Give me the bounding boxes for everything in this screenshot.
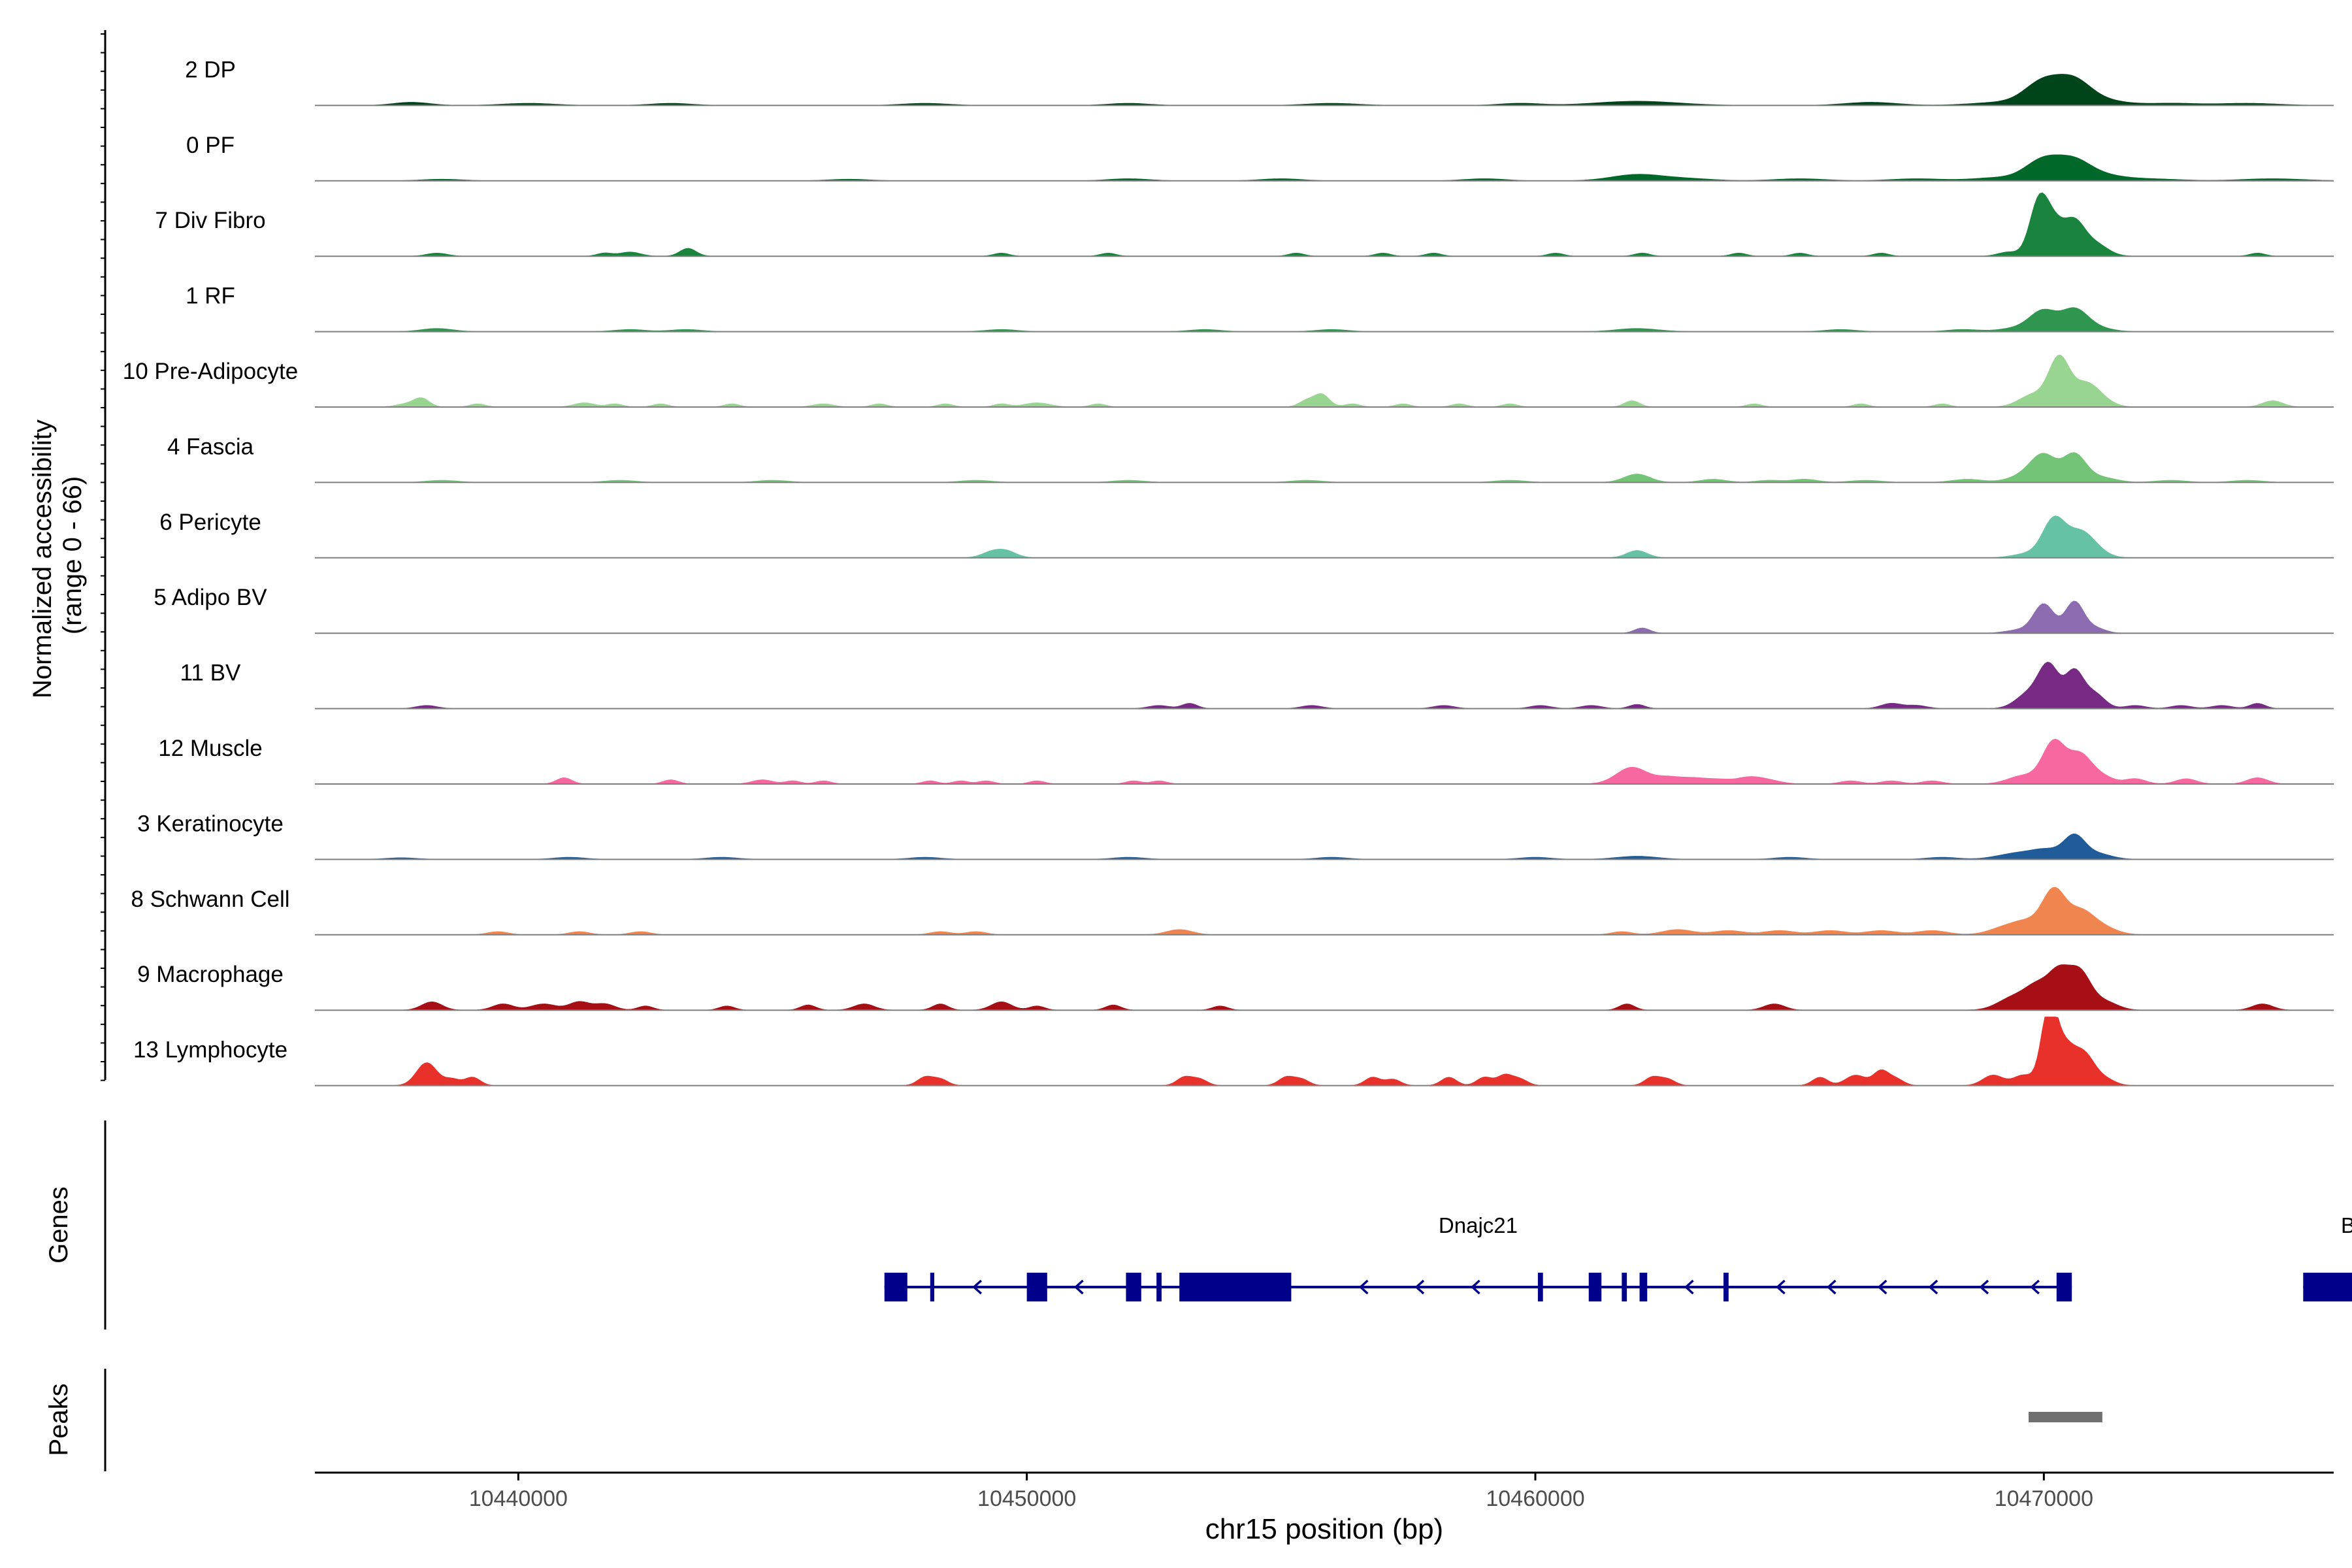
peaks-track: Peaks — [44, 1369, 2102, 1471]
strand-arrow — [1877, 1279, 1887, 1295]
track-10-pre-adipocyte: 10 Pre-Adipocyte — [123, 354, 2334, 408]
coverage-area — [315, 1017, 2334, 1086]
gene-exon — [884, 1273, 907, 1301]
gene-exon — [1622, 1273, 1627, 1301]
genes-y-label: Genes — [44, 1186, 73, 1264]
coverage-y-label: Normalized accessibility (range 0 - 66) — [28, 412, 87, 698]
track-2-dp: 2 DP — [185, 57, 2334, 106]
coverage-area — [315, 661, 2334, 710]
coverage-area — [315, 600, 2334, 634]
strand-arrow — [1358, 1279, 1369, 1295]
track-label: 3 Keratinocyte — [137, 811, 284, 836]
coverage-y-ticks — [101, 33, 105, 1081]
x-tick-label: 10450000 — [977, 1486, 1076, 1511]
strand-arrow — [1073, 1279, 1084, 1295]
strand-arrow — [972, 1279, 983, 1295]
track-label: 8 Schwann Cell — [131, 887, 289, 912]
track-0-pf: 0 PF — [186, 133, 2334, 182]
track-11-bv: 11 BV — [180, 661, 2334, 710]
coverage-y-label-line-1: Normalized accessibility — [28, 419, 57, 698]
track-label: 11 BV — [180, 661, 241, 686]
peaks-y-label: Peaks — [44, 1383, 73, 1456]
coverage-area — [315, 833, 2334, 860]
gene-brix1: Brix1 — [2303, 1213, 2352, 1301]
strand-arrow — [1684, 1279, 1694, 1295]
peak-regions — [2028, 1412, 2102, 1422]
strand-arrow — [1928, 1279, 1938, 1295]
track-label: 10 Pre-Adipocyte — [123, 359, 298, 384]
track-5-adipo-bv: 5 Adipo BV — [154, 585, 2334, 634]
track-label: 13 Lymphocyte — [133, 1037, 287, 1063]
gene-models: Dnajc21 Brix1 — [884, 1213, 2352, 1301]
track-7-div-fibro: 7 Div Fibro — [155, 192, 2334, 257]
track-3-keratinocyte: 3 Keratinocyte — [137, 811, 2334, 860]
gene-exon — [930, 1273, 935, 1301]
x-tick-label: 10460000 — [1486, 1486, 1584, 1511]
coverage-y-axis: Normalized accessibility (range 0 - 66) — [28, 30, 106, 1081]
track-6-pericyte: 6 Pericyte — [159, 510, 2334, 559]
coverage-area — [315, 738, 2334, 785]
track-label: 12 Muscle — [158, 736, 263, 761]
track-label: 0 PF — [186, 133, 235, 158]
track-label: 2 DP — [185, 57, 236, 82]
coverage-area — [315, 74, 2334, 106]
coverage-area — [315, 964, 2334, 1011]
track-12-muscle: 12 Muscle — [158, 736, 2334, 785]
coverage-area — [315, 452, 2334, 483]
peak-region — [2028, 1412, 2102, 1422]
track-9-macrophage: 9 Macrophage — [137, 962, 2334, 1011]
strand-arrow — [1414, 1279, 1425, 1295]
strand-arrow — [1776, 1279, 1786, 1295]
gene-exon — [2303, 1273, 2352, 1301]
track-label: 6 Pericyte — [159, 510, 261, 535]
strand-arrow — [1471, 1279, 1480, 1295]
track-4-fascia: 4 Fascia — [167, 434, 2334, 483]
gene-dnajc21: Dnajc21 — [884, 1213, 2072, 1301]
track-8-schwann-cell: 8 Schwann Cell — [131, 887, 2334, 936]
track-label: 4 Fascia — [167, 434, 254, 459]
x-axis-label: chr15 position (bp) — [1205, 1513, 1443, 1545]
track-label: 9 Macrophage — [137, 962, 284, 987]
gene-track: Genes Dnajc21 Brix1 — [44, 1120, 2352, 1330]
coverage-area — [315, 515, 2334, 559]
track-label: 5 Adipo BV — [154, 585, 267, 610]
strand-arrow — [1826, 1279, 1837, 1295]
gene-exon — [1156, 1273, 1162, 1301]
coverage-y-label-line-2: (range 0 - 66) — [58, 476, 87, 634]
gene-exon — [2056, 1273, 2072, 1301]
x-tick-label: 10440000 — [469, 1486, 568, 1511]
gene-exon — [1179, 1273, 1292, 1301]
track-13-lymphocyte: 13 Lymphocyte — [133, 1017, 2334, 1086]
x-tick-label: 10470000 — [1995, 1486, 2093, 1511]
gene-exon — [1723, 1273, 1729, 1301]
coverage-area — [315, 887, 2334, 936]
gene-exon — [1126, 1273, 1141, 1301]
coverage-tracks: 2 DP 0 PF 7 Div Fibro 1 RF 10 Pre-Adipocyte 4… — [123, 57, 2334, 1086]
gene-exon — [1026, 1273, 1047, 1301]
coverage-area — [315, 307, 2334, 333]
strand-arrow — [2030, 1279, 2040, 1295]
gene-exon — [1537, 1273, 1543, 1301]
strand-arrow — [1979, 1279, 1989, 1295]
gene-label: Brix1 — [2341, 1213, 2352, 1237]
x-axis: 10440000 10450000 10460000 10470000 chr15 p… — [315, 1471, 2334, 1545]
coverage-area — [315, 192, 2334, 257]
track-label: 7 Div Fibro — [155, 208, 265, 233]
gene-exon — [1588, 1273, 1602, 1301]
track-1-rf: 1 RF — [186, 284, 2334, 333]
track-label: 1 RF — [186, 284, 235, 309]
gene-label: Dnajc21 — [1439, 1213, 1518, 1237]
coverage-area — [315, 154, 2334, 182]
gene-exon — [1639, 1273, 1648, 1301]
coverage-area — [315, 354, 2334, 408]
x-axis-ticks: 10440000 10450000 10460000 10470000 — [469, 1473, 2093, 1511]
